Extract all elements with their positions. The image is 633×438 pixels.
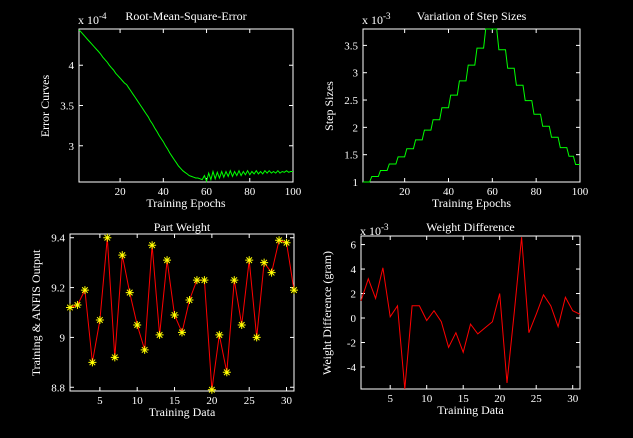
svg-text:5: 5 [387,393,393,405]
svg-text:9.4: 9.4 [51,233,65,245]
weight-difference-panel: 5 10 15 20 25 30 -4 -2 0 2 4 6 Weight Difference x … [317,219,633,438]
rmse-panel: 20 40 60 80 100 3 3.5 4 Root-Mean-Square-Error … [0,0,316,219]
svg-text:40: 40 [158,186,170,198]
svg-text:2.5: 2.5 [344,95,358,107]
x-axis-label: Training Epochs [431,196,512,210]
x-axis-label: Training Epochs [146,196,226,210]
svg-text:15: 15 [169,395,181,407]
svg-text:40: 40 [443,186,455,198]
part-weight-plot: 5 10 15 20 25 30 8.8 9 9.2 9.4 [51,233,298,407]
svg-text:100: 100 [572,186,589,198]
plot-title: Part Weight [153,220,211,234]
y-axis-label: Error Curves [38,74,52,137]
plot-title: Variation of Step Sizes [416,9,527,23]
svg-text:10: 10 [132,395,144,407]
svg-text:20: 20 [115,186,127,198]
svg-text:20: 20 [494,393,506,405]
svg-text:3.5: 3.5 [60,101,74,113]
plot-title: Weight Difference [426,220,515,234]
rmse-plot: 20 40 60 80 100 3 3.5 4 [60,28,302,198]
step-sizes-plot: 20 40 60 80 100 1 1.5 2 2.5 3 3.5 [344,28,589,198]
exponent-label: x 10-3 [362,11,391,27]
plot-title: Root-Mean-Square-Error [125,9,247,23]
svg-text:80: 80 [244,186,256,198]
svg-text:30: 30 [281,395,293,407]
svg-text:2: 2 [351,289,357,301]
svg-text:3: 3 [69,141,75,153]
y-axis-label: Training & ANFIS Output [29,249,43,376]
x-axis-label: Training Data [148,405,216,419]
svg-text:8.8: 8.8 [51,382,65,394]
svg-text:30: 30 [567,393,579,405]
svg-text:-2: -2 [347,337,356,349]
svg-text:25: 25 [244,395,256,407]
step-sizes-panel: 20 40 60 80 100 1 1.5 2 2.5 3 3.5 Variation of Ste… [317,0,633,219]
svg-text:60: 60 [487,186,499,198]
svg-text:15: 15 [458,393,470,405]
exponent-label: x 10-4 [78,11,107,27]
svg-text:10: 10 [421,393,433,405]
svg-text:80: 80 [531,186,543,198]
svg-text:-4: -4 [347,362,357,374]
svg-text:4: 4 [69,60,75,72]
part-weight-panel: 5 10 15 20 25 30 8.8 9 9.2 9.4 Part Weight Traini… [0,219,316,438]
svg-text:6: 6 [351,240,357,252]
svg-text:1: 1 [353,177,359,189]
svg-text:3.5: 3.5 [344,40,358,52]
svg-text:9.2: 9.2 [51,283,65,295]
svg-text:4: 4 [351,264,357,276]
weight-difference-plot: 5 10 15 20 25 30 -4 -2 0 2 4 6 [347,235,581,405]
svg-text:9: 9 [60,332,66,344]
svg-text:20: 20 [399,186,411,198]
svg-text:0: 0 [351,313,357,325]
svg-text:20: 20 [206,395,218,407]
exponent-label: x 10-3 [360,222,389,238]
svg-text:100: 100 [285,186,302,198]
svg-text:1.5: 1.5 [344,150,358,162]
x-axis-label: Training Data [437,403,504,417]
svg-text:2: 2 [353,122,359,134]
svg-text:3: 3 [353,68,359,80]
y-axis-label: Step Sizes [322,80,336,131]
svg-text:5: 5 [97,395,103,407]
svg-text:60: 60 [201,186,213,198]
y-axis-label: Weight Difference (gram) [320,250,334,375]
svg-text:25: 25 [531,393,543,405]
